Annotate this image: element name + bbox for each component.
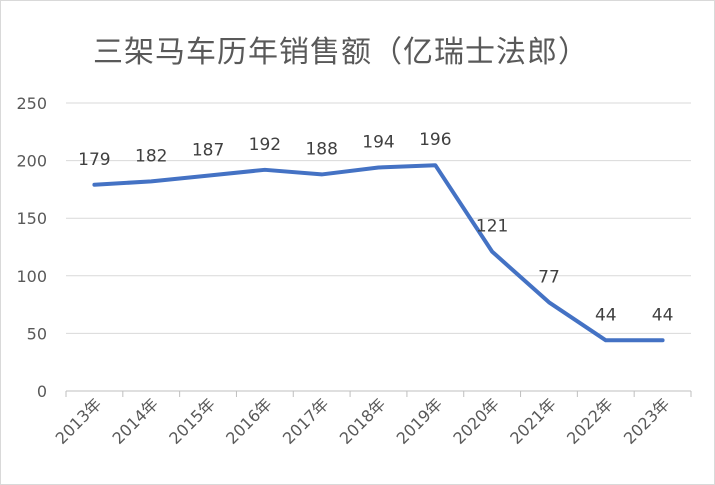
x-tick-label: 2020年 <box>449 394 503 448</box>
y-tick-label: 250 <box>16 94 47 113</box>
data-label: 44 <box>652 305 674 325</box>
x-tick-label: 2015年 <box>165 394 219 448</box>
series-line <box>92 163 665 343</box>
data-label: 179 <box>78 150 110 170</box>
y-tick-label: 200 <box>16 152 47 171</box>
y-tick-label: 0 <box>37 382 47 401</box>
x-tick-label: 2016年 <box>222 394 276 448</box>
x-tick-label: 2023年 <box>620 394 674 448</box>
chart-title: 三架马车历年销售额（亿瑞士法郎） <box>93 35 589 70</box>
data-label: 194 <box>362 133 394 153</box>
x-tick-label: 2021年 <box>506 394 560 448</box>
data-label: 44 <box>595 305 617 325</box>
x-tick-label: 2013年 <box>52 394 106 448</box>
y-tick-label: 100 <box>16 267 47 286</box>
y-tick-label: 150 <box>16 209 47 228</box>
data-label: 121 <box>476 217 508 237</box>
x-tick-label: 2019年 <box>393 394 447 448</box>
x-tick-label: 2014年 <box>109 394 163 448</box>
data-label: 77 <box>538 267 560 287</box>
x-tick-label: 2022年 <box>563 394 617 448</box>
data-label: 196 <box>419 130 451 150</box>
x-tick-label: 2017年 <box>279 394 333 448</box>
x-tick-label: 2018年 <box>336 394 390 448</box>
data-label: 182 <box>135 146 167 166</box>
data-label: 187 <box>192 141 224 161</box>
y-tick-label: 50 <box>27 324 47 343</box>
data-label: 188 <box>305 139 337 159</box>
data-label: 192 <box>249 135 281 155</box>
